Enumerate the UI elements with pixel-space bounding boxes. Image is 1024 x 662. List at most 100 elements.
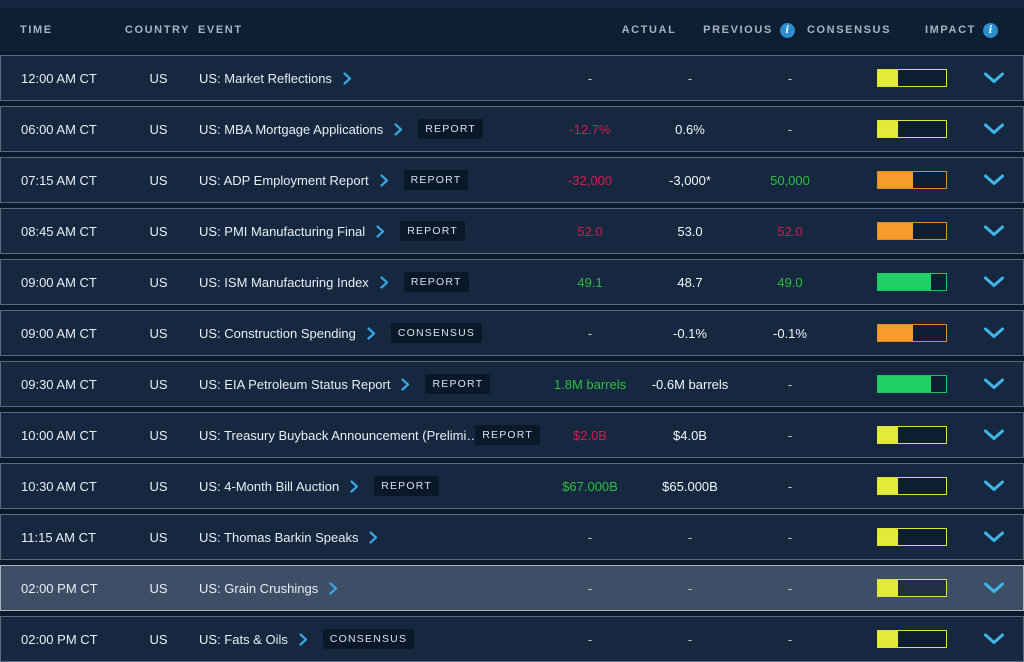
column-header-consensus: CONSENSUS (806, 24, 892, 36)
event-link[interactable]: US: EIA Petroleum Status Report (199, 377, 410, 392)
consensus-badge: CONSENSUS (390, 323, 483, 343)
previous-value: $4.0B (673, 427, 707, 443)
previous-value: -3,000* (669, 172, 711, 188)
event-link[interactable]: US: Market Reflections (199, 71, 352, 86)
event-time: 09:00 AM CT (21, 274, 97, 290)
chevron-right-icon (329, 581, 338, 595)
impact-cell (840, 69, 965, 87)
expand-button[interactable] (965, 327, 1023, 339)
event-link[interactable]: US: Grain Crushings (199, 581, 338, 596)
table-row[interactable]: 09:30 AM CT US US: EIA Petroleum Status … (0, 361, 1024, 407)
event-title: US: 4-Month Bill Auction (199, 478, 340, 494)
actual-value: - (587, 631, 593, 647)
report-badge: REPORT (374, 476, 439, 496)
table-row[interactable]: 02:00 PM CT US US: Fats & Oils CONSENSUS… (0, 616, 1024, 662)
event-time: 11:15 AM CT (21, 529, 96, 545)
event-title: US: PMI Manufacturing Final (199, 223, 366, 239)
event-time: 09:30 AM CT (21, 376, 97, 392)
event-time: 07:15 AM CT (21, 172, 97, 188)
event-link[interactable]: US: Treasury Buyback Announcement (Preli… (199, 428, 499, 443)
consensus-value: - (787, 529, 793, 545)
impact-meter-fill (878, 376, 932, 392)
chevron-down-icon (984, 72, 1004, 83)
event-country: US (149, 376, 168, 392)
expand-button[interactable] (965, 123, 1023, 135)
event-country: US (149, 325, 168, 341)
info-icon[interactable]: i (982, 22, 998, 38)
impact-meter-fill (878, 580, 899, 596)
event-title: US: ISM Manufacturing Index (199, 274, 369, 290)
previous-value: - (687, 580, 693, 596)
table-row[interactable]: 08:45 AM CT US US: PMI Manufacturing Fin… (0, 208, 1024, 254)
chevron-down-icon (984, 276, 1004, 287)
actual-value: 52.0 (577, 223, 603, 239)
table-row[interactable]: 10:00 AM CT US US: Treasury Buyback Anno… (0, 412, 1024, 458)
actual-value: 49.1 (577, 274, 603, 290)
consensus-value: - (787, 376, 793, 392)
event-title: US: Fats & Oils (199, 631, 288, 647)
event-link[interactable]: US: Construction Spending (199, 326, 376, 341)
event-link[interactable]: US: 4-Month Bill Auction (199, 479, 359, 494)
event-time: 08:45 AM CT (21, 223, 97, 239)
table-row[interactable]: 02:00 PM CT US US: Grain Crushings - - - (0, 565, 1024, 611)
chevron-down-icon (984, 429, 1004, 440)
consensus-value: -0.1% (773, 325, 807, 341)
actual-value: - (587, 325, 593, 341)
event-link[interactable]: US: ISM Manufacturing Index (199, 275, 389, 290)
impact-cell (840, 120, 965, 138)
report-badge: REPORT (418, 119, 484, 139)
report-badge: REPORT (400, 221, 465, 241)
consensus-value: 50,000 (770, 172, 810, 188)
impact-meter-fill (878, 121, 899, 137)
consensus-value: - (787, 70, 793, 86)
info-icon[interactable]: i (779, 22, 795, 38)
event-cell: US: ISM Manufacturing Index REPORT (196, 272, 540, 292)
impact-meter-fill (878, 529, 899, 545)
event-link[interactable]: US: MBA Mortgage Applications (199, 122, 403, 137)
previous-value: 48.7 (677, 274, 703, 290)
chevron-down-icon (984, 633, 1004, 644)
expand-button[interactable] (965, 531, 1023, 543)
chevron-right-icon (343, 71, 352, 85)
expand-button[interactable] (965, 72, 1023, 84)
event-link[interactable]: US: Thomas Barkin Speaks (199, 530, 378, 545)
event-link[interactable]: US: Fats & Oils (199, 632, 308, 647)
chevron-down-icon (984, 174, 1004, 185)
previous-value: 0.6% (675, 121, 705, 137)
table-row[interactable]: 06:00 AM CT US US: MBA Mortgage Applicat… (0, 106, 1024, 152)
actual-value: - (587, 580, 593, 596)
consensus-badge: CONSENSUS (322, 629, 415, 649)
impact-meter (877, 222, 947, 240)
event-cell: US: Fats & Oils CONSENSUS (196, 629, 540, 649)
table-row[interactable]: 09:00 AM CT US US: ISM Manufacturing Ind… (0, 259, 1024, 305)
event-time: 10:30 AM CT (21, 478, 97, 494)
impact-meter (877, 120, 947, 138)
expand-button[interactable] (965, 480, 1023, 492)
expand-button[interactable] (965, 276, 1023, 288)
table-row[interactable]: 10:30 AM CT US US: 4-Month Bill Auction … (0, 463, 1024, 509)
impact-meter-fill (878, 172, 914, 188)
expand-button[interactable] (965, 429, 1023, 441)
table-row[interactable]: 09:00 AM CT US US: Construction Spending… (0, 310, 1024, 356)
previous-value: - (687, 529, 693, 545)
expand-button[interactable] (965, 633, 1023, 645)
impact-meter-fill (878, 223, 914, 239)
expand-button[interactable] (965, 378, 1023, 390)
table-row[interactable]: 07:15 AM CT US US: ADP Employment Report… (0, 157, 1024, 203)
expand-button[interactable] (965, 174, 1023, 186)
consensus-value: 49.0 (777, 274, 803, 290)
column-header-impact: IMPACT i (899, 22, 1024, 38)
chevron-down-icon (984, 480, 1004, 491)
impact-cell (840, 222, 965, 240)
event-cell: US: Grain Crushings (196, 581, 540, 596)
impact-cell (840, 528, 965, 546)
expand-button[interactable] (965, 225, 1023, 237)
event-title: US: Construction Spending (199, 325, 356, 341)
event-link[interactable]: US: PMI Manufacturing Final (199, 224, 385, 239)
table-row[interactable]: 11:15 AM CT US US: Thomas Barkin Speaks … (0, 514, 1024, 560)
event-link[interactable]: US: ADP Employment Report (199, 173, 389, 188)
previous-value: 53.0 (677, 223, 703, 239)
expand-button[interactable] (965, 582, 1023, 594)
table-row[interactable]: 12:00 AM CT US US: Market Reflections - … (0, 55, 1024, 101)
impact-meter (877, 324, 947, 342)
